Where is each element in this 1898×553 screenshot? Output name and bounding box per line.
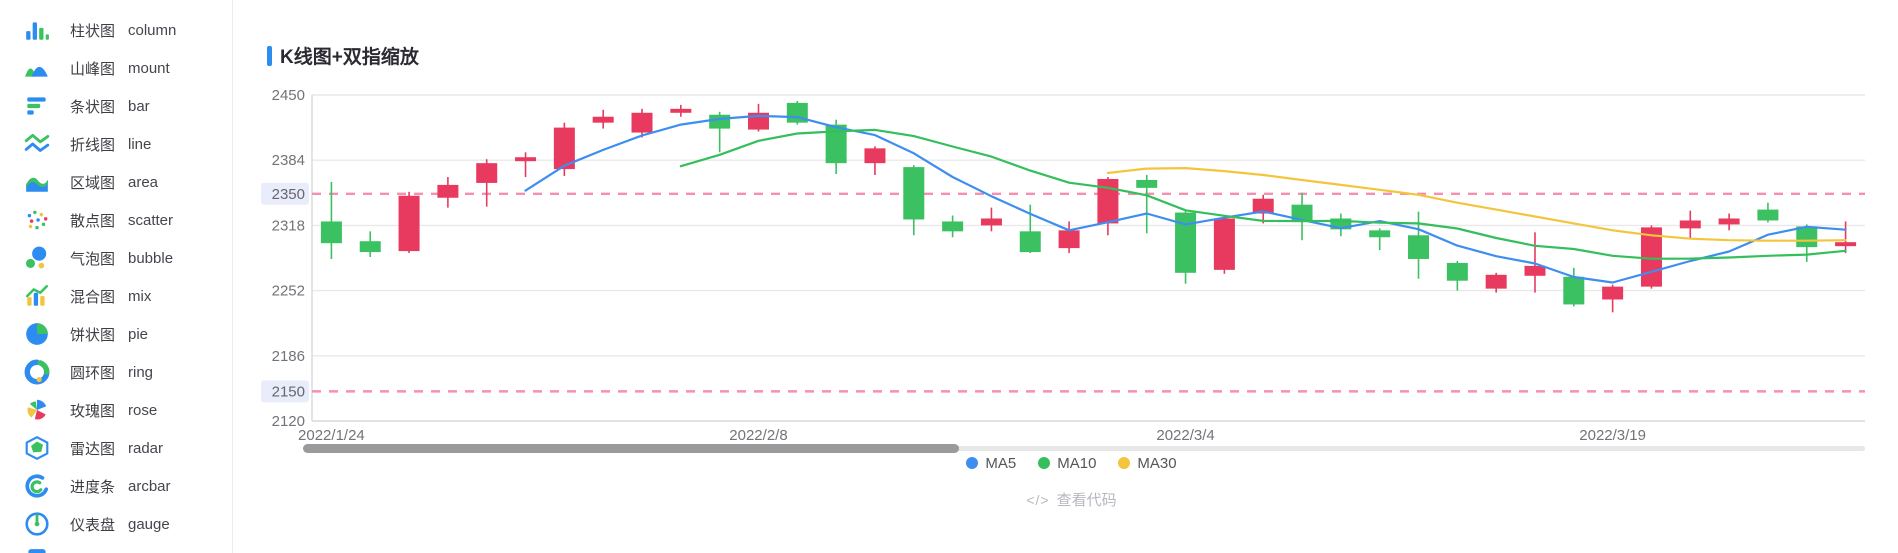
svg-text:2150: 2150 [272,383,305,400]
sidebar-item-mix[interactable]: 混合图 mix [0,277,232,315]
mount-chart-icon [24,55,50,81]
chart-card: K线图+双指缩放 2450 2384 2318 2252 2186 2120 2350 215… [233,0,1898,553]
sidebar-item-label-en: mount [128,59,170,77]
svg-text:2252: 2252 [272,283,305,300]
sidebar-item-label-en: bubble [128,249,174,267]
candlestick-series [320,100,1857,313]
chart-type-sidebar: 柱状图 column 山峰图 mount 条状图 bar 折线图 line 区域图 area 散点图… [0,0,233,553]
legend-item-ma10[interactable]: MA10 [1038,455,1096,472]
area-chart-icon [24,169,50,195]
ma30-line [1106,166,1847,242]
svg-text:2022/1/24: 2022/1/24 [298,427,365,444]
gauge-chart-icon [24,511,50,537]
sidebar-item-label-en: area [128,173,159,191]
chart-header: K线图+双指缩放 [267,42,419,69]
sidebar-item-ring[interactable]: 圆环图 ring [0,353,232,391]
sidebar-item-arcbar[interactable]: 进度条 arcbar [0,467,232,505]
sidebar-item-label-zh: 气泡图 [70,250,116,268]
svg-text:2022/2/8: 2022/2/8 [729,427,787,444]
sidebar-item-label-zh: 散点图 [70,212,116,230]
ring-chart-icon [24,359,50,385]
ma10-line [679,128,1847,260]
sidebar-item-label-zh: 柱状图 [70,22,116,40]
legend-item-ma5[interactable]: MA5 [966,455,1016,472]
sidebar-item-area[interactable]: 区域图 area [0,163,232,201]
legend-dot [966,457,979,469]
page-title: K线图+双指缩放 [280,47,419,68]
sidebar-item-label-zh: 区域图 [70,174,116,192]
chart-legend: MA5 MA10 MA30 [245,453,1898,473]
bar-chart-icon [24,93,50,119]
svg-text:2318: 2318 [272,217,305,234]
sidebar-item-bubble[interactable]: 气泡图 bubble [0,239,232,277]
sidebar-item-label-en: pie [128,325,149,343]
kline-chart[interactable]: 2450 2384 2318 2252 2186 2120 2350 2150 2022/1/2… [245,80,1898,480]
sidebar-item-bar[interactable]: 条状图 bar [0,87,232,125]
rose-chart-icon [24,397,50,423]
svg-text:2022/3/19: 2022/3/19 [1579,427,1646,444]
svg-text:2450: 2450 [272,87,305,104]
sidebar-item-gauge[interactable]: 仪表盘 gauge [0,505,232,543]
sidebar-item-line[interactable]: 折线图 line [0,125,232,163]
sidebar-item-label-en: arcbar [128,477,171,495]
legend-dot [1118,457,1131,469]
legend-label: MA5 [985,454,1017,472]
sidebar-item-label-en: scatter [128,211,174,229]
line-chart-icon [24,131,50,157]
sidebar-item-label-en: rose [128,401,158,419]
title-accent-bar [267,45,272,66]
legend-label: MA30 [1137,454,1177,472]
view-code-label: 查看代码 [1056,492,1117,509]
ma5-line [524,114,1847,284]
sidebar-item-label-en: radar [128,439,164,457]
sidebar-item-label-zh: 仪表盘 [70,516,116,534]
bubble-chart-icon [24,245,50,271]
sidebar-item-mount[interactable]: 山峰图 mount [0,49,232,87]
view-code-link[interactable]: </> 查看代码 [245,489,1898,510]
legend-dot [1038,457,1051,469]
sidebar-item-label-zh: 雷达图 [70,440,116,458]
sidebar-item-label-en: gauge [128,515,170,533]
sidebar-item-label-zh: 玫瑰图 [70,402,116,420]
sidebar-item-label-zh: 进度条 [70,478,116,496]
sidebar-item-rose[interactable]: 玫瑰图 rose [0,391,232,429]
svg-text:2350: 2350 [272,186,305,203]
candle-chart-icon[interactable] [24,547,50,553]
x-axis-labels: 2022/1/24 2022/2/8 2022/3/4 2022/3/19 [298,427,1646,444]
sidebar-item-column[interactable]: 柱状图 column [0,11,232,49]
mix-chart-icon [24,283,50,309]
chart-type-list: 柱状图 column 山峰图 mount 条状图 bar 折线图 line 区域图 area 散点图… [0,11,232,543]
sidebar-item-label-en: ring [128,363,154,381]
legend-label: MA10 [1057,454,1097,472]
svg-text:2384: 2384 [272,152,305,169]
svg-text:2186: 2186 [272,348,305,365]
sidebar-item-label-zh: 圆环图 [70,364,116,382]
sidebar-item-radar[interactable]: 雷达图 radar [0,429,232,467]
y-axis-labels: 2450 2384 2318 2252 2186 2120 [272,87,305,430]
sidebar-item-label-en: mix [128,287,152,305]
code-icon: </> [1026,491,1050,508]
legend-item-ma30[interactable]: MA30 [1118,454,1177,472]
column-chart-icon [24,17,50,43]
radar-chart-icon [24,435,50,461]
zoom-scrollbar-thumb[interactable] [303,444,960,453]
sidebar-item-label-zh: 折线图 [70,136,116,154]
sidebar-item-label-zh: 山峰图 [70,60,116,78]
sidebar-item-label-zh: 饼状图 [70,326,116,344]
sidebar-item-label-zh: 混合图 [70,288,116,306]
sidebar-item-scatter[interactable]: 散点图 scatter [0,201,232,239]
svg-text:2120: 2120 [272,413,305,430]
sidebar-item-label-en: line [128,135,152,153]
svg-text:2022/3/4: 2022/3/4 [1156,427,1214,444]
scatter-chart-icon [24,207,50,233]
arcbar-chart-icon [24,473,50,499]
sidebar-item-label-en: bar [128,97,150,115]
sidebar-item-label-zh: 条状图 [70,98,116,116]
sidebar-item-pie[interactable]: 饼状图 pie [0,315,232,353]
sidebar-item-label-en: column [128,21,177,39]
alarm-lines: 2350 2150 [261,182,1865,403]
pie-chart-icon [24,321,50,347]
